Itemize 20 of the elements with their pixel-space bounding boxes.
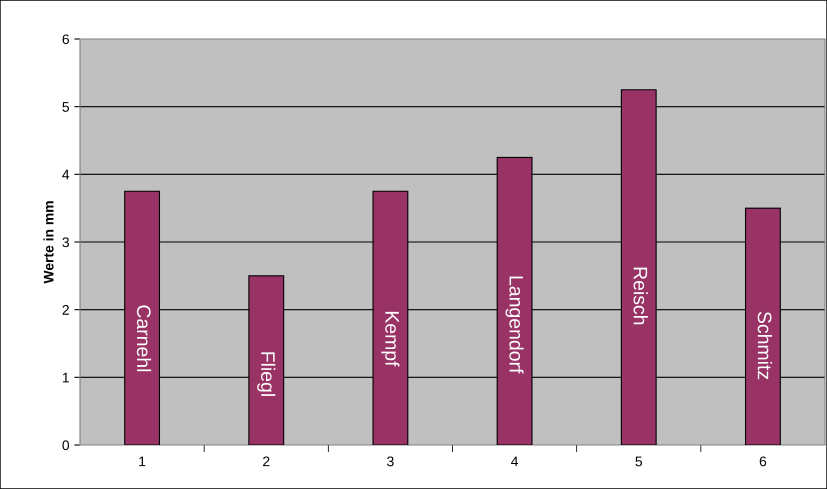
annotation: Langendorf (506, 276, 524, 374)
y-tick-label: 6 (62, 34, 69, 44)
annotation: Schmitz (758, 312, 772, 380)
annotation: Carnehl (136, 305, 152, 372)
x-tick-label: 5 (635, 456, 642, 466)
x-tick-label: 1 (139, 456, 146, 466)
y-tick-label: 5 (62, 102, 69, 112)
x-tick-label: 6 (760, 456, 766, 466)
annotation: Fliegl (257, 352, 276, 396)
y-tick-label: 0 (62, 440, 70, 450)
y-tick-label: 3 (62, 237, 69, 248)
y-tick-label: 1 (62, 372, 69, 382)
y-tick-label: 4 (62, 170, 70, 180)
annotation: Kempf (381, 312, 400, 367)
annotation: Reisch (634, 268, 648, 324)
y-tick-label: 2 (62, 305, 69, 315)
x-tick-label: 2 (263, 456, 270, 466)
x-tick-label: 4 (511, 456, 518, 466)
y-axis-title: Werte in mm (43, 201, 54, 284)
x-tick-label: 3 (387, 456, 394, 466)
